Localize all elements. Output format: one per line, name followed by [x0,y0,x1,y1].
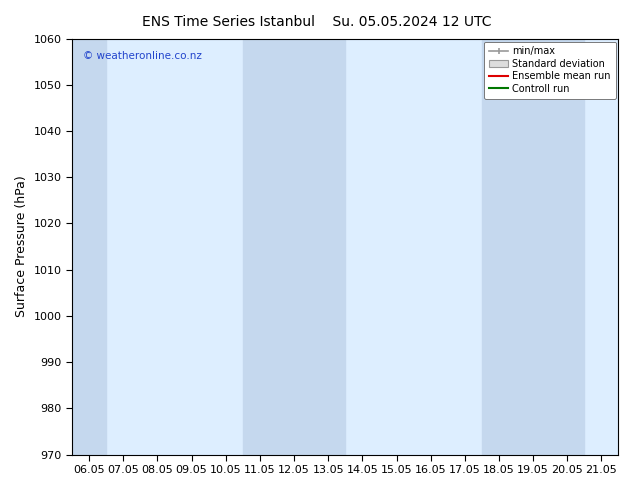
Bar [482,39,585,455]
Text: ENS Time Series Istanbul    Su. 05.05.2024 12 UTC: ENS Time Series Istanbul Su. 05.05.2024 … [142,15,492,29]
Bar [72,39,107,455]
Bar [243,39,346,455]
Legend: min/max, Standard deviation, Ensemble mean run, Controll run: min/max, Standard deviation, Ensemble me… [484,42,616,98]
Y-axis label: Surface Pressure (hPa): Surface Pressure (hPa) [15,176,28,318]
Text: © weatheronline.co.nz: © weatheronline.co.nz [83,51,202,61]
